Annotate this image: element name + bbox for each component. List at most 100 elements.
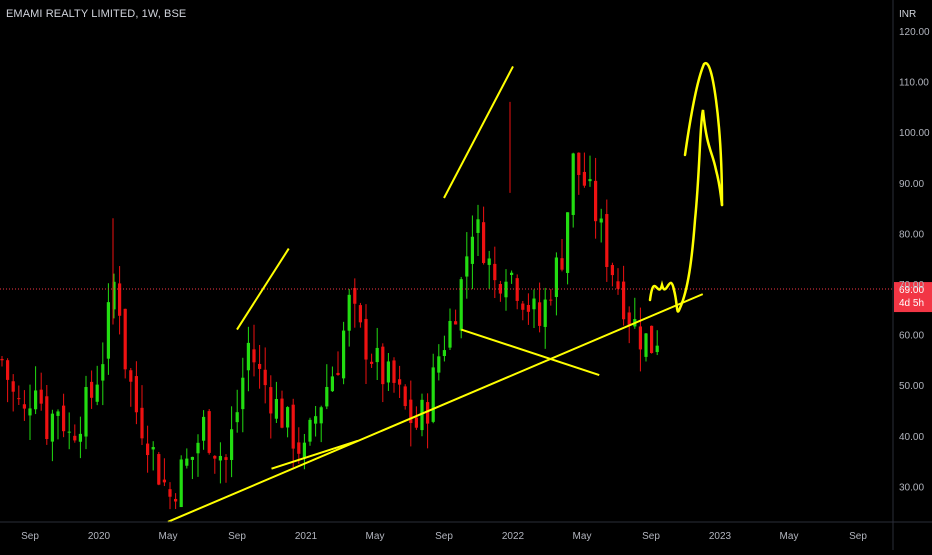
currency-label: INR bbox=[899, 9, 916, 20]
candle-body bbox=[442, 350, 446, 357]
candle-body bbox=[56, 411, 60, 416]
candle-body bbox=[269, 387, 273, 414]
candle-body bbox=[650, 325, 654, 354]
candle-body bbox=[381, 346, 385, 385]
candle-body bbox=[538, 302, 542, 326]
candle-body bbox=[241, 377, 245, 410]
candle-body bbox=[577, 152, 581, 175]
y-tick-label: 90.00 bbox=[899, 179, 924, 190]
candle-body bbox=[17, 398, 21, 400]
candle-body bbox=[73, 435, 77, 441]
candle-body bbox=[347, 294, 351, 331]
candle-body bbox=[582, 171, 586, 186]
candle-body bbox=[28, 408, 32, 416]
y-tick-label: 100.00 bbox=[899, 128, 930, 139]
candle-body bbox=[543, 299, 547, 327]
candle-body bbox=[134, 376, 138, 413]
candle-body bbox=[258, 363, 262, 369]
y-tick-label: 120.00 bbox=[899, 27, 930, 38]
candle-body bbox=[342, 330, 346, 379]
candle-body bbox=[174, 498, 178, 502]
candle-body bbox=[280, 398, 284, 428]
candle-body bbox=[521, 303, 525, 310]
candle-body bbox=[168, 489, 172, 497]
candle-body bbox=[610, 265, 614, 276]
candle-body bbox=[616, 281, 620, 289]
countdown-label: 4d 5h bbox=[899, 298, 924, 309]
candles-layer bbox=[0, 101, 659, 510]
candle-body bbox=[90, 381, 94, 398]
candle-body bbox=[465, 256, 469, 277]
candle-body bbox=[319, 407, 323, 424]
candle-body bbox=[230, 429, 234, 460]
candle-body bbox=[6, 360, 10, 380]
trendline bbox=[236, 248, 290, 331]
x-tick-label: Sep bbox=[228, 531, 246, 542]
candle-body bbox=[526, 304, 530, 312]
candle-body bbox=[426, 402, 430, 424]
x-tick-label: May bbox=[573, 531, 592, 542]
candle-body bbox=[375, 347, 379, 363]
candle-body bbox=[213, 455, 217, 459]
candle-body bbox=[560, 258, 564, 270]
last-price-label: 69.00 bbox=[899, 285, 924, 296]
candle-body bbox=[571, 153, 575, 215]
y-tick-label: 80.00 bbox=[899, 229, 924, 240]
candle-body bbox=[493, 263, 497, 281]
candle-body bbox=[470, 236, 474, 264]
candle-body bbox=[655, 345, 659, 353]
candle-body bbox=[218, 455, 222, 461]
candle-body bbox=[11, 381, 15, 392]
trendline bbox=[443, 65, 514, 199]
candle-body bbox=[235, 412, 239, 423]
candle-body bbox=[622, 281, 626, 320]
candle-body bbox=[330, 376, 334, 392]
candle-body bbox=[22, 404, 26, 409]
candle-body bbox=[50, 413, 54, 442]
candle-body bbox=[353, 288, 357, 304]
candle-body bbox=[532, 298, 536, 310]
candle-body bbox=[476, 219, 480, 233]
candle-body bbox=[599, 218, 603, 223]
candle-body bbox=[146, 443, 150, 456]
candle-body bbox=[392, 360, 396, 383]
candle-body bbox=[482, 222, 486, 263]
candle-body bbox=[112, 281, 116, 310]
candle-body bbox=[157, 454, 161, 485]
candle-body bbox=[431, 367, 435, 422]
x-tick-label: Sep bbox=[21, 531, 39, 542]
candle-body bbox=[448, 320, 452, 348]
y-tick-label: 40.00 bbox=[899, 432, 924, 443]
candle-body bbox=[202, 416, 206, 441]
candle-body bbox=[638, 326, 642, 350]
candle-body bbox=[498, 283, 502, 294]
candle-body bbox=[84, 387, 88, 437]
candle-body bbox=[129, 370, 133, 382]
x-tick-label: May bbox=[780, 531, 799, 542]
candle-body bbox=[263, 369, 267, 386]
candle-body bbox=[118, 283, 122, 316]
candle-body bbox=[314, 416, 318, 424]
candle-body bbox=[179, 459, 183, 508]
drawings-layer bbox=[167, 61, 724, 523]
candle-body bbox=[185, 458, 189, 466]
candle-body bbox=[246, 342, 250, 371]
x-tick-label: Sep bbox=[435, 531, 453, 542]
candle-body bbox=[386, 361, 390, 383]
candle-body bbox=[196, 442, 200, 454]
candle-body bbox=[252, 349, 256, 363]
candle-body bbox=[627, 312, 631, 325]
x-tick-label: 2022 bbox=[502, 531, 525, 542]
projection-arrow bbox=[683, 61, 724, 207]
candle-body bbox=[151, 447, 155, 450]
trendline bbox=[271, 439, 359, 470]
candle-body bbox=[403, 386, 407, 407]
candle-body bbox=[487, 258, 491, 265]
candle-body bbox=[224, 457, 228, 460]
candle-body bbox=[325, 386, 329, 407]
candle-body bbox=[605, 214, 609, 267]
candle-body bbox=[336, 372, 340, 375]
candle-body bbox=[207, 411, 211, 453]
